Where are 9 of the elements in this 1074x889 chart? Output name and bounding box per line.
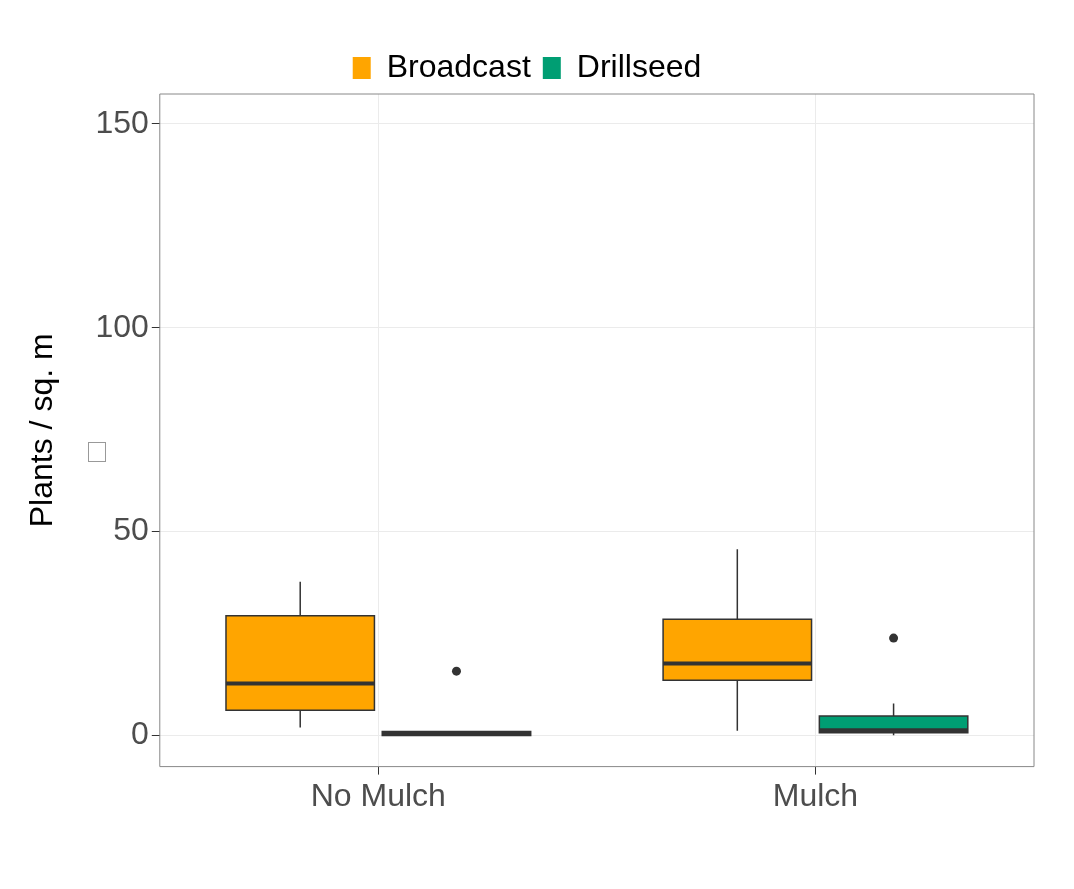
y-tick-label: 100: [95, 307, 149, 344]
legend-label: Drillseed: [576, 47, 702, 84]
y-tick-label: 150: [95, 103, 149, 140]
legend-label: Broadcast: [386, 47, 531, 84]
x-tick-label: Mulch: [772, 776, 859, 813]
y-axis-title: Plants / sq. m: [23, 333, 60, 528]
y-tick-label: 0: [130, 715, 149, 752]
x-tick-label: No Mulch: [310, 776, 446, 813]
y-tick-label: 50: [113, 511, 149, 548]
